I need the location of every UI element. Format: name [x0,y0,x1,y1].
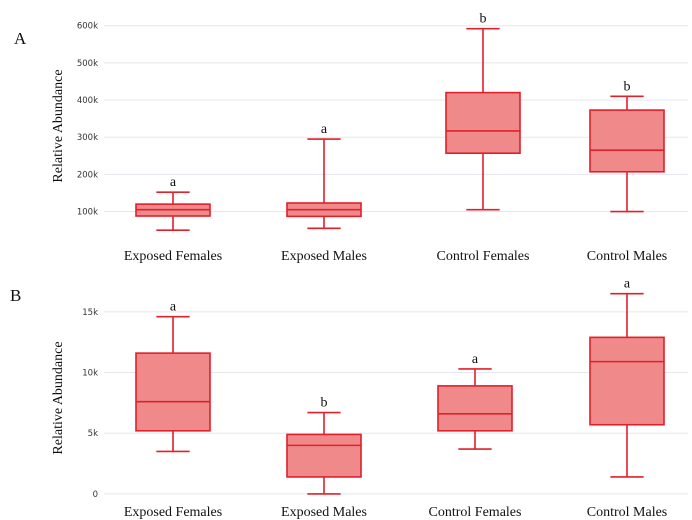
panel-b-y-axis-label: Relative Abundance [51,341,66,454]
y-tick-label: 600k [77,22,98,32]
y-tick-label: 400k [77,96,98,106]
panel-a-gridlines [104,25,688,213]
box-exposed-females: a [135,300,211,453]
y-tick-label: 200k [77,170,98,180]
panel-a-boxes: a a b b [135,12,665,231]
y-tick-label: 15k [82,308,98,318]
box-exposed-females: a [135,175,211,231]
box-control-males: a [589,277,665,478]
x-category-label: Exposed Females [124,249,222,264]
y-tick-label: 5k [88,429,98,439]
panel-a-y-axis-label: Relative Abundance [51,69,66,182]
x-category-label: Exposed Males [281,249,367,264]
panel-b-boxes: a b a a [135,277,665,495]
box-exposed-males: a [286,122,362,230]
panel-b-categories: Exposed Females Exposed Males Control Fema… [124,505,667,520]
iqr-box [445,91,521,155]
x-category-label: Control Females [429,505,522,520]
y-tick-label: 10k [82,369,98,379]
panel-a: A Relative Abundance 100k 200k 300k 400k 500… [14,12,688,264]
x-category-label: Control Females [437,249,530,264]
iqr-box [589,336,665,426]
significance-letter: a [321,122,328,137]
significance-letter: a [170,175,177,190]
box-control-males: b [589,79,665,213]
panel-b-y-ticks: 0 5k 10k 15k [82,308,98,500]
significance-letter: b [321,396,328,411]
box-control-females: a [437,352,513,450]
panel-b: B Relative Abundance 0 5k 10k 15k a b a a Expo… [10,277,688,520]
x-category-label: Exposed Females [124,505,222,520]
panel-a-categories: Exposed Females Exposed Males Control Fema… [124,249,667,264]
x-category-label: Exposed Males [281,505,367,520]
iqr-box [286,433,362,478]
panel-b-letter: B [10,286,21,305]
iqr-box [135,352,211,432]
significance-letter: a [472,352,479,367]
y-tick-label: 500k [77,59,98,69]
y-tick-label: 300k [77,133,98,143]
iqr-box [589,109,665,173]
x-category-label: Control Males [587,249,668,264]
box-exposed-males: b [286,396,362,495]
iqr-box [437,385,513,432]
y-tick-label: 0 [93,490,98,500]
significance-letter: b [480,12,487,27]
panel-a-y-ticks: 100k 200k 300k 400k 500k 600k [77,22,98,218]
box-control-females: b [445,12,521,211]
significance-letter: a [170,300,177,315]
panel-a-letter: A [14,29,27,48]
significance-letter: b [624,79,631,94]
x-category-label: Control Males [587,505,668,520]
y-tick-label: 100k [77,208,98,218]
significance-letter: a [624,277,631,292]
